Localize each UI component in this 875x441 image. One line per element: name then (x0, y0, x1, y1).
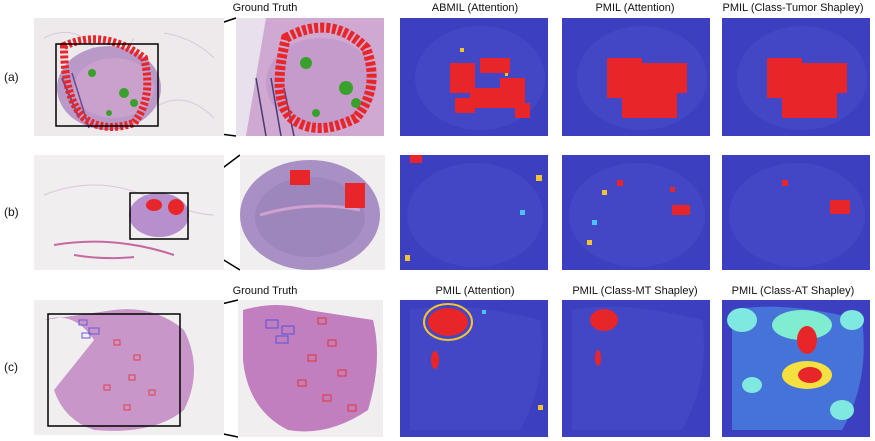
row-b-pmil-class-tumor-shapley-heatmap (722, 155, 870, 270)
row-a-pmil-attention-heatmap (562, 18, 710, 136)
header-pmil-class-at-shapley: PMIL (Class-AT Shapley) (731, 285, 855, 297)
header-ground-truth-bottom: Ground Truth (232, 285, 298, 297)
row-a-full-slide (34, 18, 224, 136)
header-ground-truth-top: Ground Truth (232, 2, 298, 14)
row-b-full-slide (34, 155, 224, 270)
row-b-abmil-attention-heatmap (400, 155, 548, 270)
header-pmil-class-tumor-shapley: PMIL (Class-Tumor Shapley) (722, 2, 864, 14)
row-label-c: (c) (4, 360, 18, 374)
header-pmil-attention-bottom: PMIL (Attention) (435, 285, 515, 297)
row-a-pmil-class-tumor-shapley-heatmap (722, 18, 870, 136)
row-a-zoom (236, 18, 384, 136)
row-c-zoom (238, 300, 383, 437)
row-c-pmil-class-at-shapley-heatmap (722, 300, 870, 437)
row-c-pmil-attention-heatmap (400, 300, 548, 437)
row-a-abmil-attention-heatmap (400, 18, 548, 136)
row-b-pmil-attention-heatmap (562, 155, 710, 270)
row-label-a: (a) (4, 70, 19, 84)
row-label-b: (b) (4, 205, 19, 219)
header-pmil-attention-top: PMIL (Attention) (595, 2, 675, 14)
header-pmil-class-mt-shapley: PMIL (Class-MT Shapley) (572, 285, 698, 297)
header-abmil-attention: ABMIL (Attention) (431, 2, 519, 14)
row-c-pmil-class-mt-shapley-heatmap (562, 300, 710, 437)
row-c-full-slide (34, 300, 224, 435)
row-b-zoom (240, 155, 385, 270)
